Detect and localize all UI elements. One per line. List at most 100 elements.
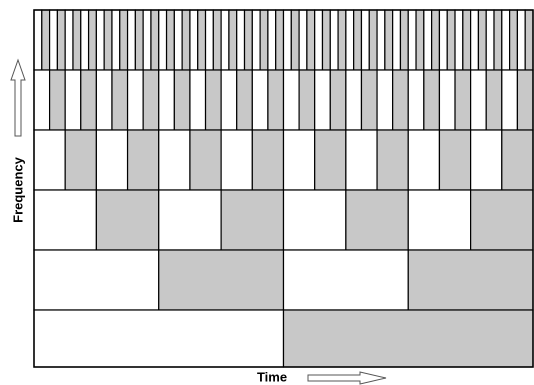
tile — [415, 9, 425, 71]
tile — [251, 9, 261, 71]
tile — [470, 9, 480, 71]
tile — [493, 9, 503, 71]
tile — [41, 9, 51, 71]
tile — [462, 9, 472, 71]
tile — [189, 9, 199, 71]
tile — [48, 9, 58, 71]
tile — [111, 9, 121, 71]
tile — [236, 69, 253, 131]
tile — [431, 9, 441, 71]
tile — [454, 69, 472, 131]
tile — [33, 309, 285, 368]
tile — [407, 69, 425, 131]
tile — [142, 69, 160, 131]
tile — [501, 129, 534, 191]
tile — [306, 9, 316, 71]
tile — [158, 69, 175, 131]
tile — [197, 9, 207, 71]
tile — [321, 9, 331, 71]
tile — [524, 9, 534, 71]
tile — [360, 69, 378, 131]
tile — [407, 129, 441, 191]
tile — [485, 69, 503, 131]
tile — [314, 69, 331, 131]
x-axis-label: Time — [257, 369, 287, 384]
tile — [407, 249, 534, 311]
tile — [438, 69, 456, 131]
tile — [243, 9, 253, 71]
tile — [314, 129, 347, 191]
tile — [399, 9, 409, 71]
tile — [158, 189, 222, 251]
tile — [353, 9, 363, 71]
tile — [282, 189, 347, 251]
tile — [181, 9, 191, 71]
tile — [298, 9, 308, 71]
tile — [376, 9, 386, 71]
tile — [470, 69, 487, 131]
tiles — [33, 9, 534, 368]
tile — [454, 9, 464, 71]
tile — [33, 69, 51, 131]
tile — [33, 9, 43, 71]
tile — [33, 249, 160, 311]
tile — [56, 9, 66, 71]
tile — [345, 69, 363, 131]
tile — [337, 9, 347, 71]
tile — [142, 9, 152, 71]
tile — [119, 9, 129, 71]
tile — [33, 129, 66, 191]
tile — [111, 69, 129, 131]
time-arrow — [307, 371, 387, 385]
tile — [376, 69, 394, 131]
tile — [329, 9, 339, 71]
y-axis-label: Frequency — [10, 156, 25, 223]
tile — [516, 69, 534, 131]
frame — [33, 9, 534, 368]
tile — [48, 69, 66, 131]
tile — [368, 9, 378, 71]
tile — [33, 189, 97, 251]
tile — [392, 69, 409, 131]
tile — [438, 9, 448, 71]
tile — [95, 129, 129, 191]
tile — [228, 9, 238, 71]
tile — [189, 129, 222, 191]
tile — [126, 129, 160, 191]
tile — [345, 9, 355, 71]
frequency-arrow — [10, 58, 26, 137]
tile — [165, 9, 175, 71]
tile — [360, 9, 370, 71]
tile — [251, 129, 285, 191]
tile — [470, 189, 534, 251]
tile — [64, 129, 97, 191]
tile — [87, 9, 97, 71]
tile — [477, 9, 487, 71]
tile — [267, 69, 285, 131]
tile — [314, 9, 324, 71]
tile — [126, 9, 136, 71]
tile — [95, 69, 113, 131]
tile — [290, 9, 300, 71]
tile — [236, 9, 246, 71]
tile — [485, 9, 495, 71]
tile — [438, 129, 472, 191]
tile — [259, 9, 269, 71]
tile — [251, 69, 269, 131]
tile — [446, 9, 456, 71]
tile — [220, 129, 253, 191]
tile — [345, 129, 378, 191]
tile — [95, 9, 105, 71]
tile — [407, 189, 472, 251]
tile — [212, 9, 222, 71]
tile — [470, 129, 503, 191]
tile — [282, 309, 534, 368]
tile — [329, 69, 347, 131]
tile — [72, 9, 82, 71]
tile — [80, 69, 97, 131]
tile — [173, 9, 183, 71]
tile — [275, 9, 285, 71]
tile — [298, 69, 316, 131]
tile — [501, 69, 519, 131]
